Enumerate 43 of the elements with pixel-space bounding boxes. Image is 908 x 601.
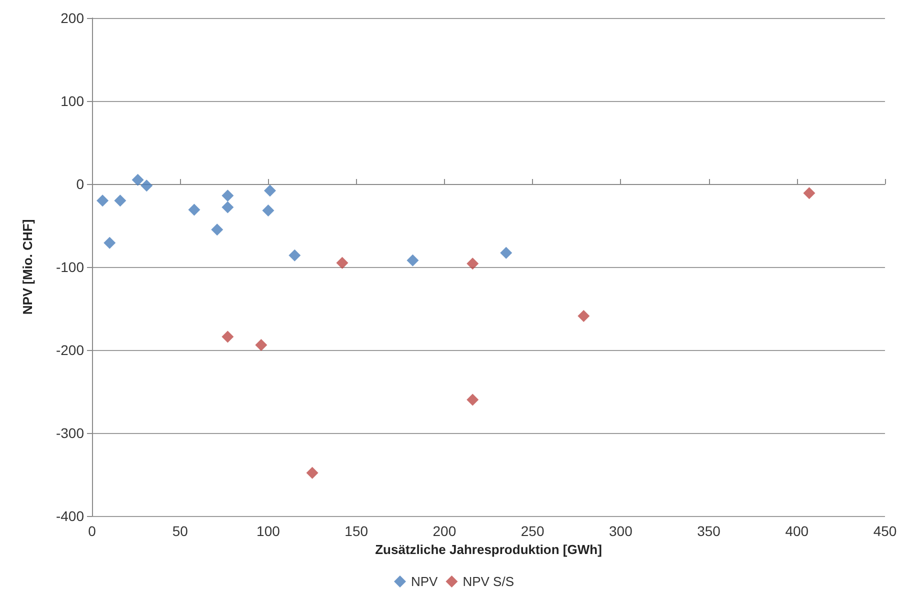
x-tick-label: 150 <box>344 523 368 539</box>
point <box>222 190 234 202</box>
point <box>262 204 274 217</box>
x-tick-label: 50 <box>172 523 188 539</box>
point <box>803 187 816 200</box>
x-tick-label: 400 <box>785 523 809 539</box>
point <box>132 174 144 186</box>
point <box>500 246 512 259</box>
legend-label: NPV S/S <box>462 574 514 589</box>
point <box>222 201 234 214</box>
point <box>104 236 116 249</box>
y-tick-label: -100 <box>56 259 84 275</box>
point <box>264 184 276 197</box>
legend-label: NPV <box>410 574 438 589</box>
x-axis-title: Zusätzliche Jahresproduktion [GWh] <box>375 542 602 557</box>
point <box>306 466 318 479</box>
y-tick-label: -200 <box>56 342 84 358</box>
y-tick-label: -400 <box>56 508 84 524</box>
x-tick-label: 300 <box>608 523 633 539</box>
point <box>466 394 479 406</box>
point <box>466 258 479 270</box>
y-tick-label: 100 <box>60 93 84 109</box>
x-tick-label: 350 <box>697 523 721 539</box>
point <box>222 330 234 343</box>
y-axis-title: NPV [Mio. CHF] <box>20 219 35 315</box>
point <box>578 310 590 322</box>
point <box>96 194 109 207</box>
x-tick-label: 250 <box>520 523 544 539</box>
y-tick-label: 200 <box>60 10 84 26</box>
point <box>406 254 419 266</box>
point <box>140 180 153 192</box>
point <box>211 224 224 236</box>
point <box>336 256 348 269</box>
point <box>188 204 200 216</box>
point <box>114 194 126 207</box>
x-tick-label: 200 <box>432 523 456 539</box>
x-tick-label: 100 <box>256 523 280 539</box>
point <box>288 249 301 262</box>
y-tick-label: -300 <box>56 425 84 441</box>
point <box>255 339 268 352</box>
y-tick-label: 0 <box>76 176 84 192</box>
x-tick-label: 0 <box>88 523 96 539</box>
x-tick-label: 450 <box>873 523 897 539</box>
